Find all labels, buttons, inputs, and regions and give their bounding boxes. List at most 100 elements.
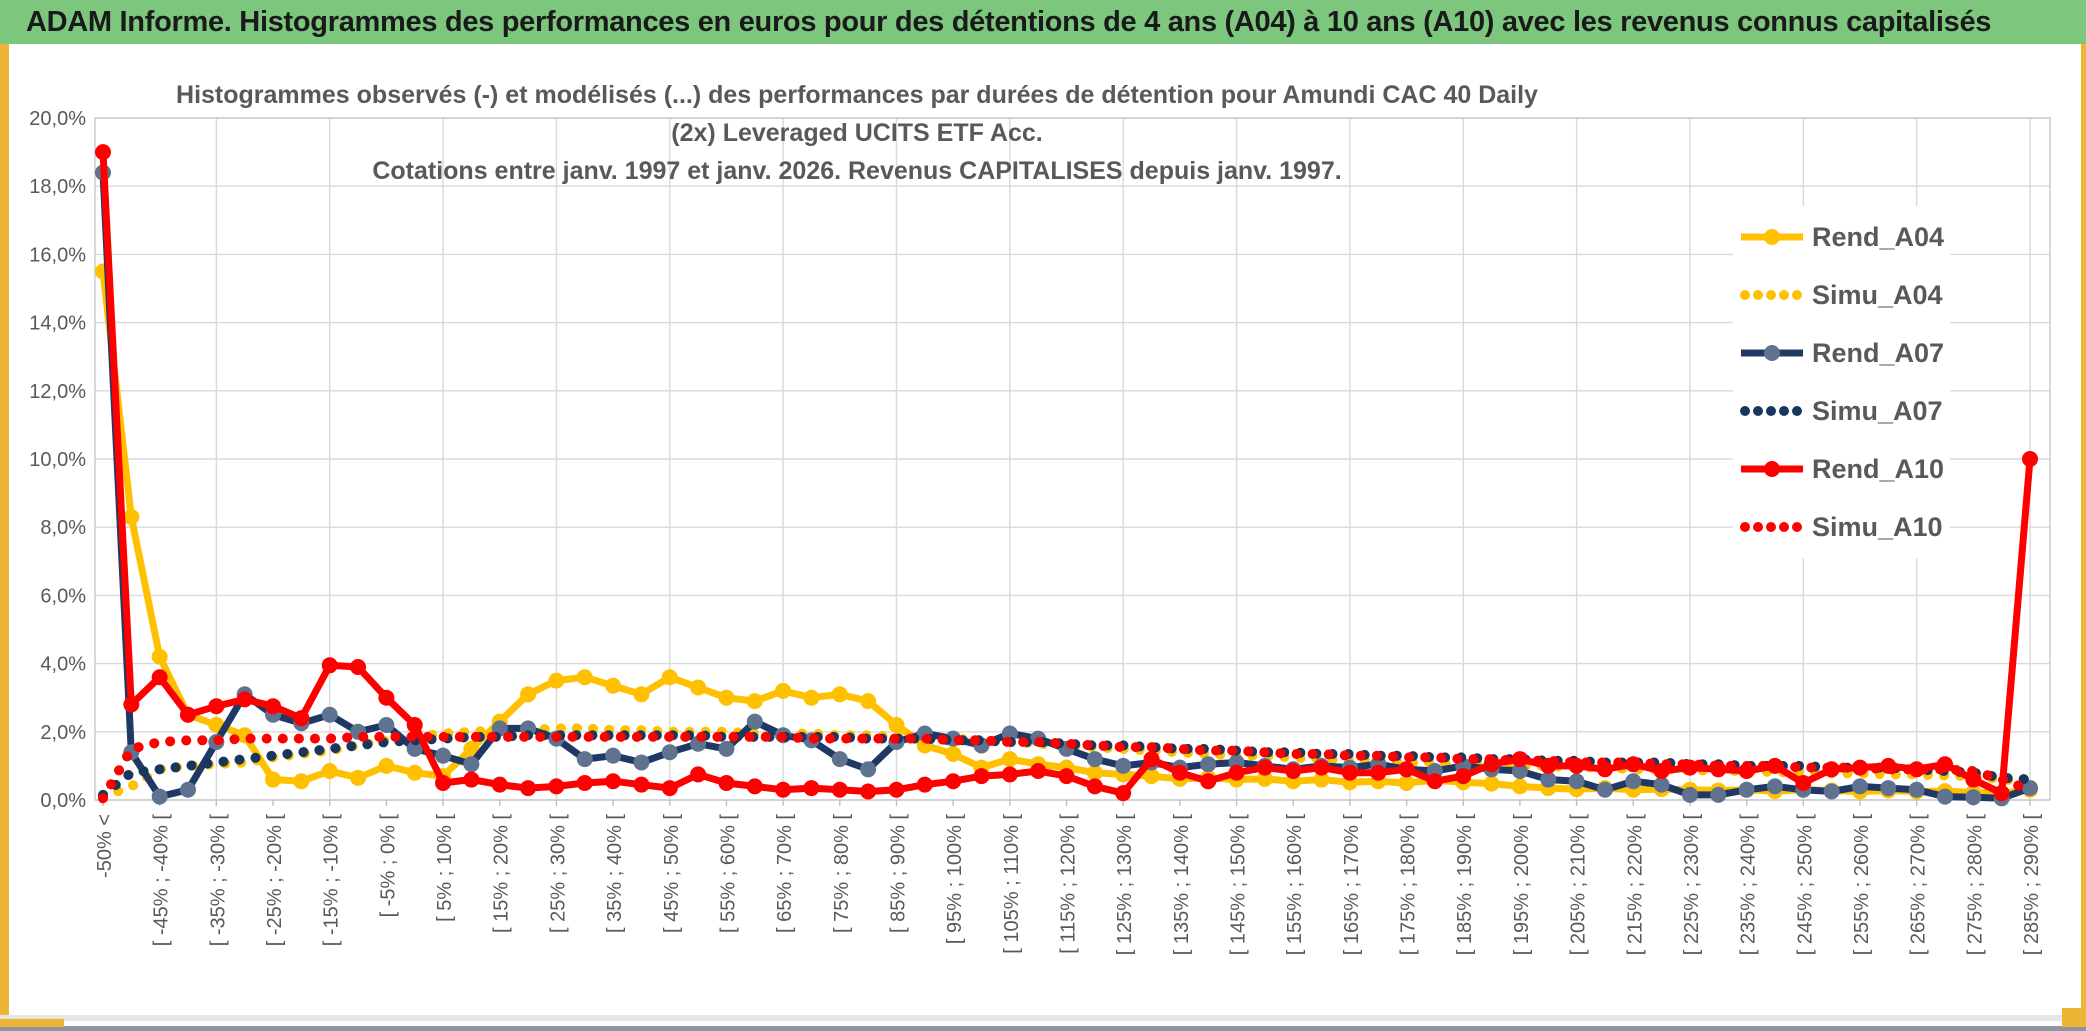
- legend-swatch-dotted: [1740, 522, 1802, 532]
- legend-label: Rend_A10: [1812, 453, 1945, 484]
- series-marker-Rend_A07: [831, 751, 848, 768]
- series-marker-Rend_A10: [236, 691, 253, 708]
- series-marker-Rend_A10: [945, 773, 962, 790]
- legend-item-Rend_A10[interactable]: Rend_A10: [1739, 440, 1944, 498]
- series-marker-Rend_A04: [293, 773, 310, 790]
- series-marker-Rend_A07: [746, 713, 763, 730]
- series-marker-Rend_A04: [775, 682, 792, 699]
- series-marker-Rend_A10: [1171, 764, 1188, 781]
- series-marker-Rend_A07: [2022, 780, 2038, 797]
- series-marker-Rend_A07: [1568, 773, 1585, 790]
- series-marker-Rend_A10: [1001, 766, 1018, 783]
- legend-label: Rend_A04: [1812, 221, 1945, 252]
- series-marker-Rend_A07: [1766, 778, 1783, 795]
- y-axis-tick-label: 20,0%: [29, 108, 86, 130]
- series-marker-Rend_A07: [605, 747, 622, 764]
- series-marker-Rend_A07: [1710, 786, 1727, 803]
- series-marker-Rend_A10: [888, 781, 905, 798]
- series-marker-Rend_A07: [633, 754, 650, 771]
- x-axis-tick-label: [ -25% ; -20% [: [264, 814, 286, 947]
- x-axis-tick-label: [ 215% ; 220% [: [1624, 814, 1646, 956]
- series-marker-Rend_A10: [123, 696, 140, 713]
- series-marker-Rend_A07: [1540, 771, 1557, 788]
- series-marker-Rend_A04: [350, 769, 367, 786]
- x-axis-tick-label: [ 285% ; 290% [: [2021, 814, 2043, 956]
- x-axis-tick-label: [ 35% ; 40% [: [604, 814, 626, 933]
- legend-item-Rend_A04[interactable]: Rend_A04: [1739, 208, 1944, 266]
- x-axis-tick-label: [ 135% ; 140% [: [1171, 814, 1193, 956]
- chart-title: Histogrammes observés (-) et modélisés (…: [157, 76, 1557, 190]
- x-axis-tick-label: [ -5% ; 0% [: [377, 814, 399, 918]
- series-marker-Rend_A10: [463, 771, 480, 788]
- x-axis-tick-label: [ 115% ; 120% [: [1058, 814, 1080, 954]
- gold-right-border: [2081, 44, 2086, 1010]
- x-axis-tick-label: [ 245% ; 250% [: [1794, 814, 1816, 956]
- series-marker-Rend_A07: [1681, 786, 1698, 803]
- x-axis-tick-label: [ 85% ; 90% [: [887, 814, 909, 933]
- series-marker-Rend_A10: [1086, 778, 1103, 795]
- series-marker-Rend_A10: [1455, 768, 1472, 785]
- series-marker-Rend_A04: [576, 669, 593, 686]
- series-marker-Rend_A04: [520, 686, 537, 703]
- x-axis-tick-label: [ 55% ; 60% [: [717, 814, 739, 933]
- series-marker-Rend_A04: [888, 716, 905, 733]
- series-marker-Rend_A04: [831, 686, 848, 703]
- series-marker-Rend_A04: [605, 677, 622, 694]
- legend-swatch-solid: [1741, 461, 1803, 477]
- x-axis-tick-label: [ 235% ; 240% [: [1738, 814, 1760, 956]
- gold-bottom-left-block: [0, 1019, 64, 1027]
- x-axis-tick-label: [ 45% ; 50% [: [661, 814, 683, 933]
- series-marker-Rend_A10: [1965, 771, 1982, 788]
- series-marker-Rend_A04: [803, 689, 820, 706]
- series-marker-Rend_A10: [661, 780, 678, 797]
- x-axis-tick-label: [ 105% ; 110% [: [1001, 814, 1023, 954]
- x-axis-tick-label: [ 225% ; 230% [: [1681, 814, 1703, 956]
- series-marker-Rend_A07: [321, 706, 338, 723]
- bottom-strip-white: [0, 1021, 2086, 1026]
- series-marker-Rend_A10: [1370, 764, 1387, 781]
- series-marker-Rend_A07: [151, 788, 168, 805]
- y-axis-tick-label: 4,0%: [40, 654, 86, 676]
- series-marker-Rend_A10: [265, 698, 282, 715]
- series-marker-Rend_A07: [463, 756, 480, 773]
- series-marker-Rend_A10: [718, 774, 735, 791]
- legend-item-Simu_A10[interactable]: Simu_A10: [1739, 498, 1944, 556]
- series-marker-Rend_A07: [435, 747, 452, 764]
- legend-item-Rend_A07[interactable]: Rend_A07: [1739, 324, 1944, 382]
- series-marker-Rend_A07: [180, 781, 197, 798]
- series-marker-Rend_A04: [945, 745, 962, 762]
- series-marker-Rend_A04: [718, 689, 735, 706]
- series-marker-Rend_A04: [860, 693, 877, 710]
- series-marker-Rend_A04: [1483, 775, 1500, 792]
- series-marker-Rend_A10: [321, 657, 338, 674]
- x-axis-tick-label: [ 205% ; 210% [: [1568, 814, 1590, 956]
- legend-label: Simu_A10: [1812, 511, 1943, 542]
- window-bottom-bar: [0, 1026, 2086, 1031]
- series-marker-Rend_A10: [633, 776, 650, 793]
- series-marker-Rend_A10: [803, 780, 820, 797]
- series-marker-Rend_A10: [1228, 764, 1245, 781]
- x-axis-tick-label: [ 165% ; 170% [: [1341, 814, 1363, 956]
- series-marker-Rend_A10: [1341, 764, 1358, 781]
- legend-item-Simu_A07[interactable]: Simu_A07: [1739, 382, 1944, 440]
- x-axis-tick-label: [ 95% ; 100% [: [944, 814, 966, 945]
- series-marker-Rend_A10: [1795, 774, 1812, 791]
- series-marker-Rend_A10: [491, 776, 508, 793]
- series-marker-Rend_A04: [1398, 774, 1415, 791]
- series-marker-Rend_A10: [1058, 768, 1075, 785]
- series-marker-Rend_A04: [151, 648, 168, 665]
- series-marker-Rend_A07: [1880, 780, 1897, 797]
- series-marker-Rend_A07: [1653, 776, 1670, 793]
- series-marker-Rend_A10: [1030, 763, 1047, 780]
- series-marker-Rend_A10: [293, 710, 310, 727]
- series-marker-Rend_A04: [548, 672, 565, 689]
- series-dotted-Simu_A10[interactable]: [98, 731, 2035, 804]
- series-marker-Rend_A10: [520, 780, 537, 797]
- series-marker-Rend_A04: [321, 763, 338, 780]
- series-marker-Rend_A04: [1143, 768, 1160, 785]
- series-marker-Rend_A04: [1511, 778, 1528, 795]
- legend-item-Simu_A04[interactable]: Simu_A04: [1739, 266, 1944, 324]
- series-marker-Rend_A10: [605, 773, 622, 790]
- series-marker-Rend_A07: [1115, 757, 1132, 774]
- series-marker-Rend_A10: [1993, 785, 2010, 802]
